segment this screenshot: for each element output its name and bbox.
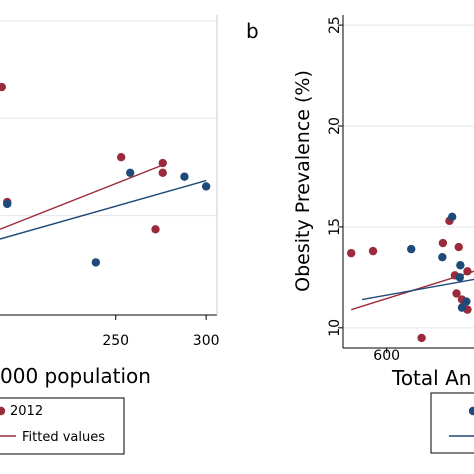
panel-a-legend-label-0: 2012: [10, 404, 43, 419]
panel-a-fit-lines: [0, 164, 207, 240]
data-point-s1-3: [456, 261, 465, 270]
data-point-s1-2: [126, 168, 135, 177]
panel-b-plot-area: [343, 15, 474, 348]
panel-a-legend-label-1: Fitted values: [22, 430, 105, 445]
data-point-s0-2: [417, 333, 426, 343]
data-point-s1-1: [91, 258, 101, 267]
panel-a-x-axis-label: 000 population: [0, 364, 151, 388]
data-point-s0-10: [463, 267, 472, 276]
data-point-s1-5: [462, 297, 471, 306]
data-point-s1-0: [407, 244, 416, 254]
panel-b-gridlines: [343, 24, 474, 329]
panel-b: b 10 15 20 25 600 Obesity Prevalence (%) To…: [246, 15, 474, 454]
data-point-s1-2: [447, 212, 457, 222]
data-point-s1-3: [180, 172, 189, 181]
data-point-s1-0: [3, 199, 12, 209]
data-point-s0-0: [346, 248, 356, 258]
panel-a-x-ticks: 250 300: [102, 315, 220, 349]
data-point-s1-6: [457, 303, 467, 312]
x-tick-label: 250: [102, 333, 129, 349]
data-point-s1-4: [455, 273, 465, 282]
panel-b-legend-marker-swatch: [468, 406, 474, 416]
fit-line-0: [0, 164, 164, 230]
data-point-s0-2: [116, 153, 126, 162]
panel-a-legend: [0, 397, 125, 455]
y-tick-label: 20: [327, 117, 343, 135]
panel-a-legend-marker-swatch: [0, 406, 6, 416]
fit-line-1: [0, 179, 207, 240]
data-point-s1-1: [438, 252, 447, 262]
x-tick-label: 300: [193, 333, 220, 349]
data-point-s0-5: [151, 225, 160, 234]
data-point-s0-0: [0, 82, 7, 92]
panel-b-y-axis-label: Obesity Prevalence (%): [292, 70, 314, 292]
panel-b-x-ticks: 600: [373, 348, 400, 364]
panel-b-letter: b: [246, 19, 259, 43]
y-tick-label: 10: [327, 319, 343, 337]
panel-a-points: [0, 82, 211, 267]
fit-line-1: [361, 278, 474, 301]
data-point-s0-3: [158, 158, 167, 168]
panel-b-x-axis-label: Total An: [391, 366, 471, 390]
data-point-s0-3: [438, 238, 448, 248]
data-point-s1-4: [201, 182, 211, 191]
data-point-s0-1: [368, 246, 378, 256]
panel-b-y-ticks: 10 15 20 25: [327, 16, 343, 337]
panel-b-legend: [430, 392, 474, 454]
data-point-s0-5: [454, 242, 463, 252]
x-tick-label: 600: [373, 348, 400, 364]
data-point-s0-7: [452, 289, 461, 298]
panel-b-points: [346, 212, 472, 343]
data-point-s0-4: [158, 168, 167, 177]
panel-a: 250 300 000 population 2012 Fitted values: [0, 15, 220, 455]
y-tick-label: 25: [327, 16, 343, 34]
y-tick-label: 15: [327, 218, 343, 236]
panel-a-plot-area: [0, 15, 217, 315]
